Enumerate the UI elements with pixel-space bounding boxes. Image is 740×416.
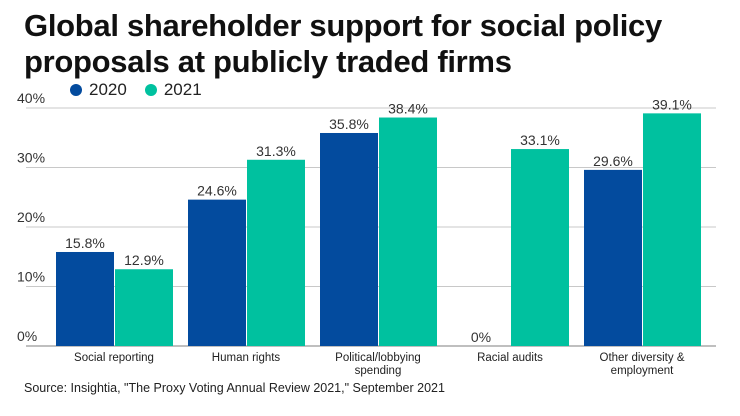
bar-2020 xyxy=(188,199,246,346)
y-tick-label: 10% xyxy=(17,269,45,285)
bar-2021 xyxy=(247,159,305,346)
x-tick-label: employment xyxy=(611,365,674,377)
data-label-2021: 33.1% xyxy=(520,132,560,148)
x-tick-label: Social reporting xyxy=(74,352,154,364)
data-label-2021: 12.9% xyxy=(124,252,164,268)
legend-label-2020: 2020 xyxy=(89,80,127,99)
bar-2021 xyxy=(379,117,437,347)
bar-2021 xyxy=(643,113,701,346)
y-tick-label: 40% xyxy=(17,90,45,106)
x-tick-label: Political/lobbying xyxy=(335,352,421,364)
data-label-2021: 38.4% xyxy=(388,101,428,117)
x-tick-label: Racial audits xyxy=(477,352,543,364)
x-tick-label: Other diversity & xyxy=(600,352,685,364)
bar-2020 xyxy=(320,132,378,346)
data-label-2020: 0% xyxy=(471,329,491,345)
bar-2021 xyxy=(511,149,569,346)
legend-swatch-2021 xyxy=(144,84,157,96)
data-label-2020: 35.8% xyxy=(329,116,369,132)
y-tick-label: 20% xyxy=(17,209,45,225)
y-tick-label: 0% xyxy=(17,328,37,344)
legend-label-2021: 2021 xyxy=(163,80,202,99)
legend: 2020 2021 xyxy=(70,80,202,100)
x-tick-label: spending xyxy=(355,365,402,377)
chart-title: Global shareholder support for social po… xyxy=(24,8,662,79)
y-tick-label: 30% xyxy=(17,150,45,166)
legend-item-2021: 2021 xyxy=(144,80,202,100)
data-label-2021: 39.1% xyxy=(652,96,692,112)
legend-swatch-2020 xyxy=(70,84,82,96)
source-note: Source: Insightia, "The Proxy Voting Ann… xyxy=(24,381,445,395)
data-label-2021: 31.3% xyxy=(256,143,296,159)
bar-2020 xyxy=(584,169,642,346)
data-label-2020: 15.8% xyxy=(65,235,105,251)
bar-2020 xyxy=(56,251,114,346)
bar-2021 xyxy=(115,269,173,346)
data-label-2020: 24.6% xyxy=(197,183,237,199)
legend-item-2020: 2020 xyxy=(70,80,127,100)
x-tick-label: Human rights xyxy=(212,352,281,364)
data-label-2020: 29.6% xyxy=(593,153,633,169)
